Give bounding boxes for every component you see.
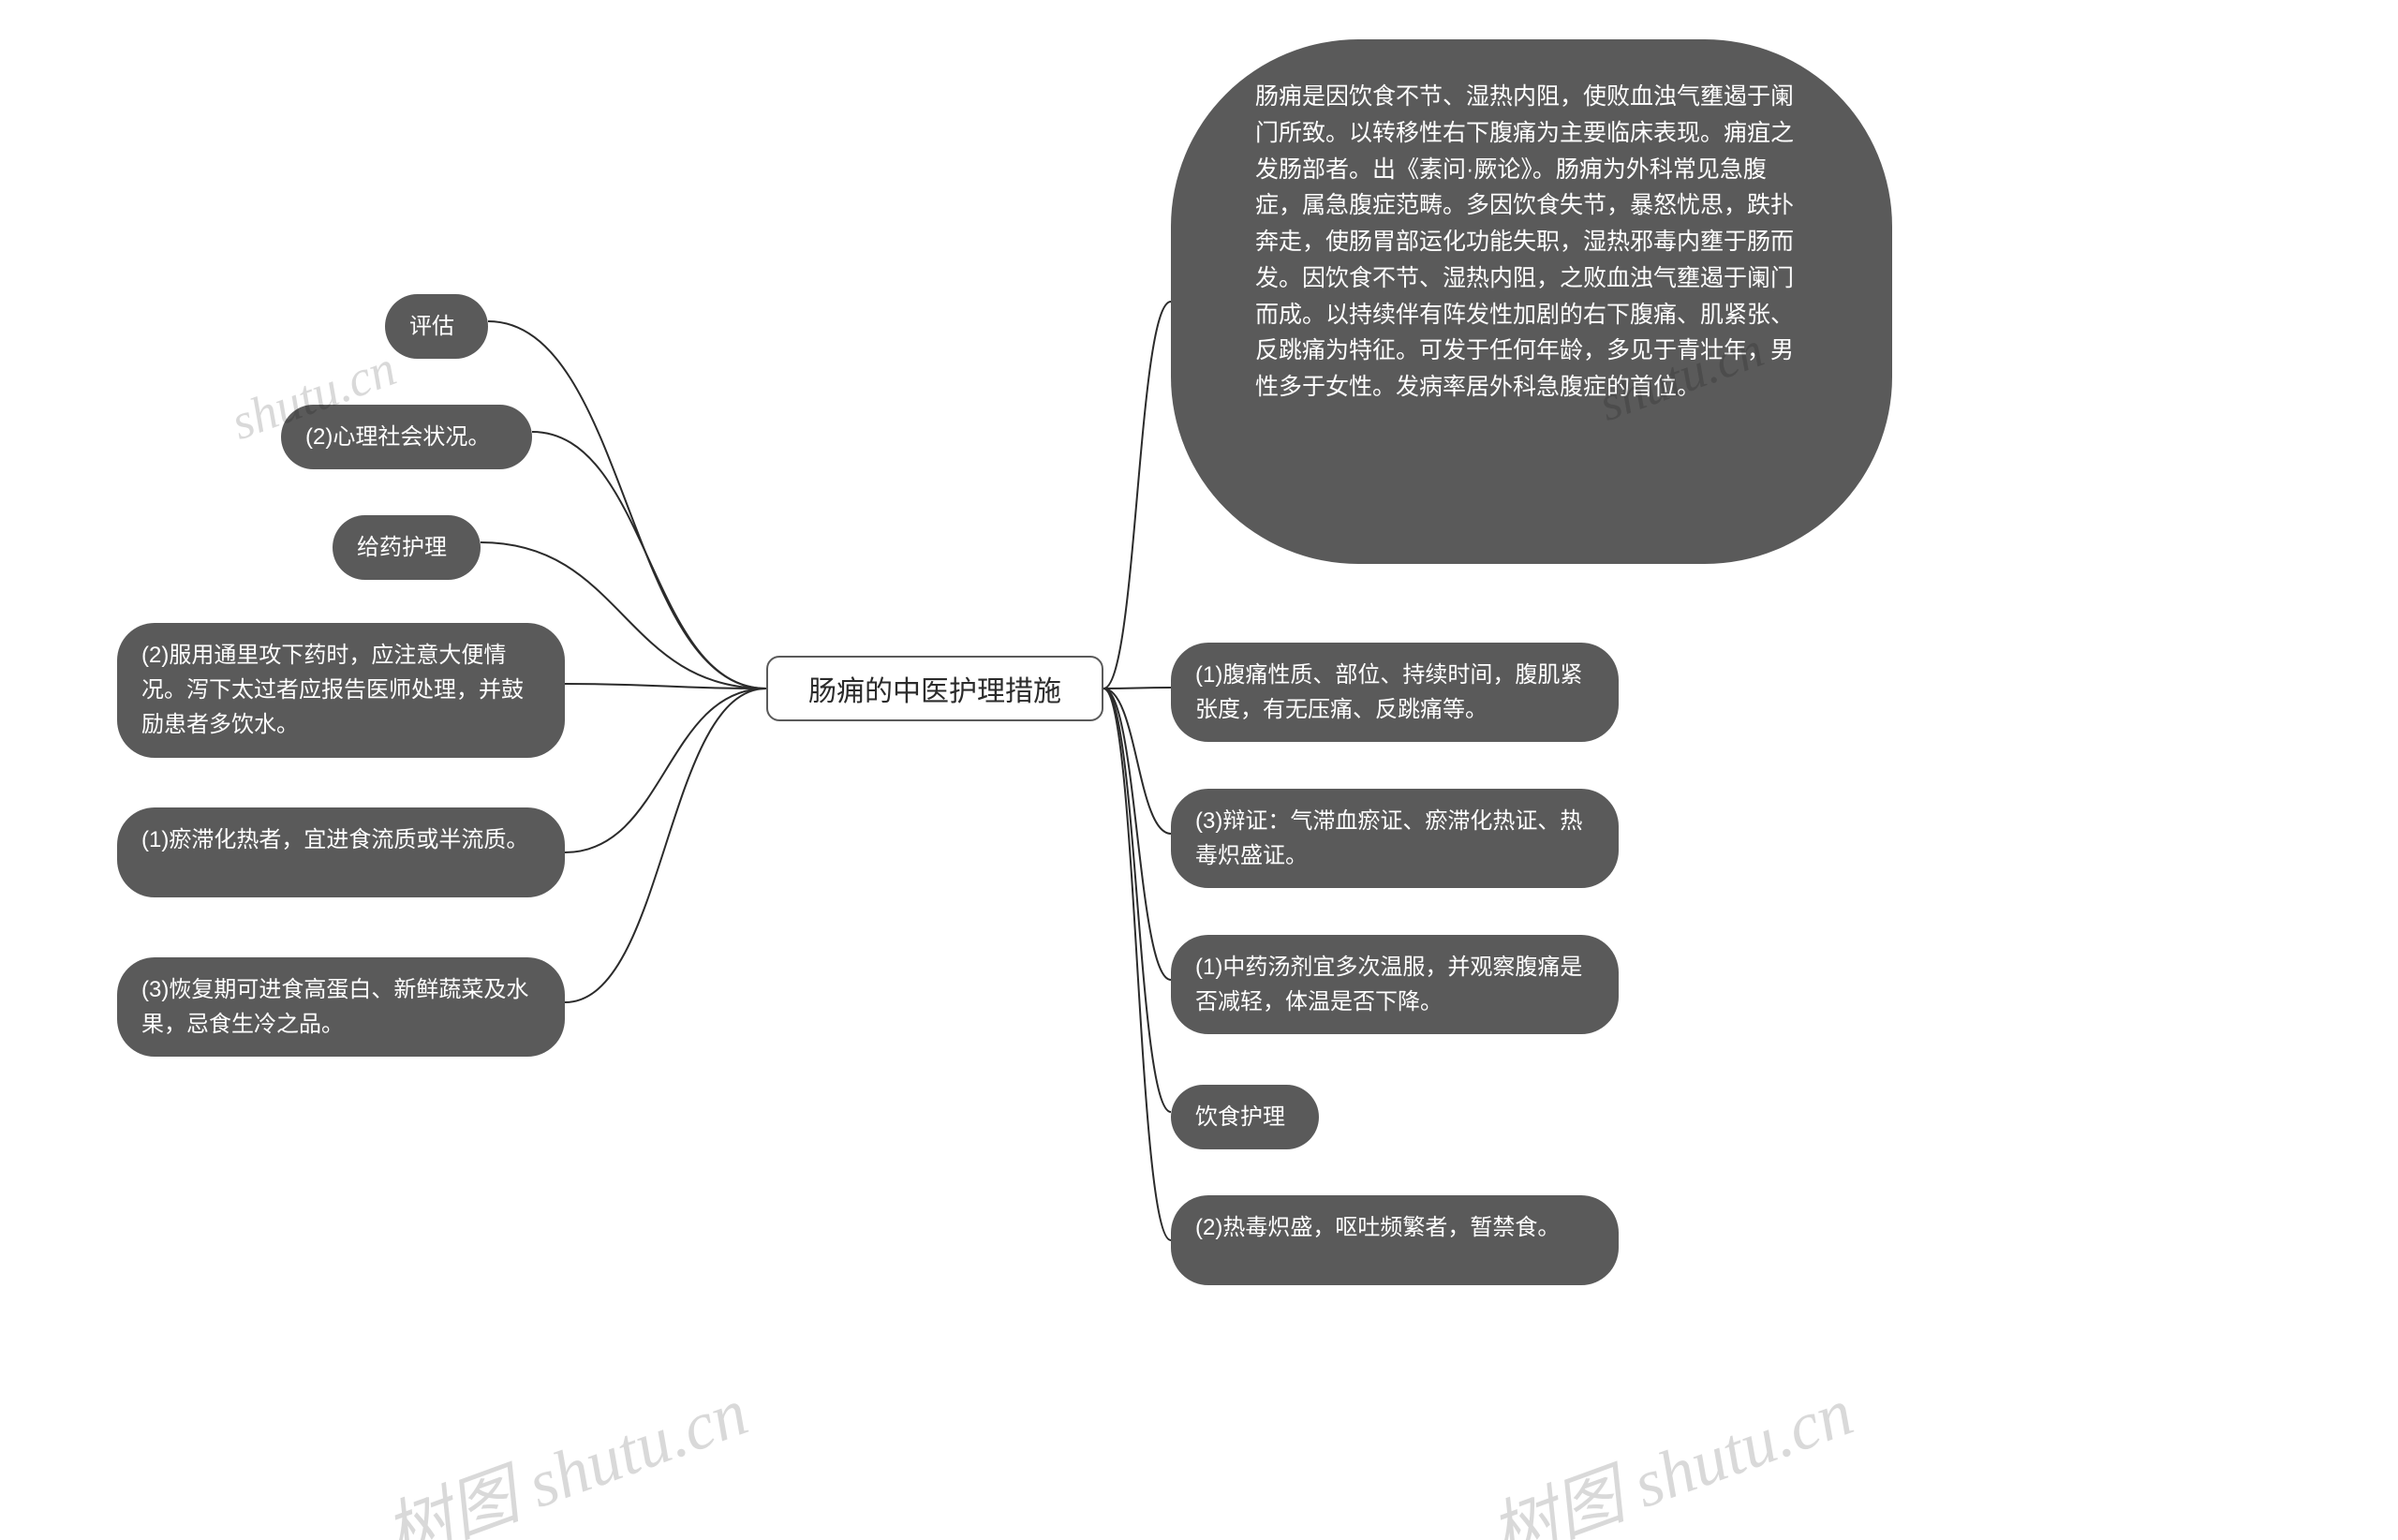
branch-node: 给药护理 (333, 515, 481, 580)
branch-node-label: (2)心理社会状况。 (305, 424, 490, 450)
center-node: 肠痈的中医护理措施 (766, 656, 1103, 721)
branch-node: 评估 (385, 294, 488, 359)
branch-node: (2)服用通里攻下药时，应注意大便情况。泻下太过者应报告医师处理，并鼓励患者多饮… (117, 623, 565, 758)
branch-node: (2)心理社会状况。 (281, 405, 532, 469)
branch-node: 饮食护理 (1171, 1085, 1319, 1149)
branch-node: (1)腹痛性质、部位、持续时间，腹肌紧张度，有无压痛、反跳痛等。 (1171, 643, 1619, 742)
branch-node-label: 肠痈是因饮食不节、湿热内阻，使败血浊气壅遏于阑门所致。以转移性右下腹痛为主要临床… (1255, 83, 1794, 400)
branch-node-label: (2)服用通里攻下药时，应注意大便情况。泻下太过者应报告医师处理，并鼓励患者多饮… (141, 643, 524, 737)
branch-node-label: (3)辩证：气滞血瘀证、瘀滞化热证、热毒炽盛证。 (1195, 808, 1582, 868)
branch-node: (3)辩证：气滞血瘀证、瘀滞化热证、热毒炽盛证。 (1171, 789, 1619, 888)
branch-node-label: 饮食护理 (1195, 1104, 1285, 1130)
branch-node-label: (2)热毒炽盛，呕吐频繁者，暂禁食。 (1195, 1215, 1560, 1240)
branch-node-label: 给药护理 (357, 535, 447, 560)
branch-node-label: (1)中药汤剂宜多次温服，并观察腹痛是否减轻，体温是否下降。 (1195, 955, 1582, 1014)
branch-node-label: 评估 (409, 314, 454, 339)
branch-node: 肠痈是因饮食不节、湿热内阻，使败血浊气壅遏于阑门所致。以转移性右下腹痛为主要临床… (1171, 39, 1892, 564)
watermark-text: 树图 shutu.cn (1481, 1374, 1862, 1540)
branch-node-label: (1)瘀滞化热者，宜进食流质或半流质。 (141, 827, 528, 852)
watermark-text: 树图 shutu.cn (376, 1374, 757, 1540)
mindmap-canvas: 肠痈的中医护理措施 评估 (2)心理社会状况。给药护理 (2)服用通里攻下药时，应注… (0, 0, 2398, 1540)
center-node-label: 肠痈的中医护理措施 (808, 668, 1061, 709)
branch-node-label: (3)恢复期可进食高蛋白、新鲜蔬菜及水果，忌食生冷之品。 (141, 977, 528, 1037)
branch-node: (1)瘀滞化热者，宜进食流质或半流质。 (117, 807, 565, 897)
branch-node-label: (1)腹痛性质、部位、持续时间，腹肌紧张度，有无压痛、反跳痛等。 (1195, 662, 1582, 722)
watermark: 树图 shutu.cn (369, 1356, 759, 1540)
watermark: 树图 shutu.cn (1474, 1356, 1864, 1540)
branch-node: (3)恢复期可进食高蛋白、新鲜蔬菜及水果，忌食生冷之品。 (117, 957, 565, 1057)
branch-node: (2)热毒炽盛，呕吐频繁者，暂禁食。 (1171, 1195, 1619, 1285)
branch-node: (1)中药汤剂宜多次温服，并观察腹痛是否减轻，体温是否下降。 (1171, 935, 1619, 1034)
